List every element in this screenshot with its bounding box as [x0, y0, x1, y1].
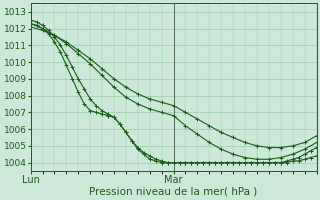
X-axis label: Pression niveau de la mer( hPa ): Pression niveau de la mer( hPa ) [90, 187, 258, 197]
